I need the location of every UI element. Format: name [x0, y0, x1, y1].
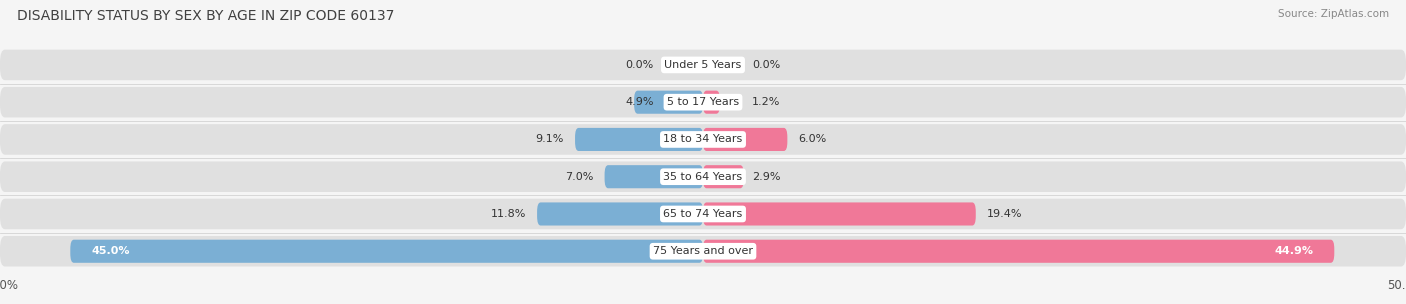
Text: Source: ZipAtlas.com: Source: ZipAtlas.com	[1278, 9, 1389, 19]
Text: 4.9%: 4.9%	[626, 97, 654, 107]
FancyBboxPatch shape	[703, 91, 720, 114]
FancyBboxPatch shape	[0, 50, 1406, 80]
FancyBboxPatch shape	[634, 91, 703, 114]
FancyBboxPatch shape	[0, 87, 1406, 117]
FancyBboxPatch shape	[605, 165, 703, 188]
Text: DISABILITY STATUS BY SEX BY AGE IN ZIP CODE 60137: DISABILITY STATUS BY SEX BY AGE IN ZIP C…	[17, 9, 394, 23]
Text: 7.0%: 7.0%	[565, 172, 593, 182]
Text: 1.2%: 1.2%	[752, 97, 780, 107]
Text: 44.9%: 44.9%	[1274, 246, 1313, 256]
Text: 18 to 34 Years: 18 to 34 Years	[664, 134, 742, 144]
FancyBboxPatch shape	[0, 236, 1406, 267]
FancyBboxPatch shape	[0, 124, 1406, 155]
Text: 2.9%: 2.9%	[752, 172, 780, 182]
Text: 65 to 74 Years: 65 to 74 Years	[664, 209, 742, 219]
Text: 45.0%: 45.0%	[91, 246, 129, 256]
Text: 19.4%: 19.4%	[987, 209, 1022, 219]
Text: 0.0%: 0.0%	[626, 60, 654, 70]
Text: 5 to 17 Years: 5 to 17 Years	[666, 97, 740, 107]
FancyBboxPatch shape	[537, 202, 703, 226]
FancyBboxPatch shape	[703, 202, 976, 226]
FancyBboxPatch shape	[575, 128, 703, 151]
FancyBboxPatch shape	[703, 128, 787, 151]
Text: 35 to 64 Years: 35 to 64 Years	[664, 172, 742, 182]
Text: 11.8%: 11.8%	[491, 209, 526, 219]
Text: Under 5 Years: Under 5 Years	[665, 60, 741, 70]
Text: 75 Years and over: 75 Years and over	[652, 246, 754, 256]
FancyBboxPatch shape	[703, 240, 1334, 263]
Text: 9.1%: 9.1%	[536, 134, 564, 144]
FancyBboxPatch shape	[70, 240, 703, 263]
FancyBboxPatch shape	[0, 199, 1406, 229]
FancyBboxPatch shape	[703, 165, 744, 188]
Text: 0.0%: 0.0%	[752, 60, 780, 70]
FancyBboxPatch shape	[0, 161, 1406, 192]
Text: 6.0%: 6.0%	[799, 134, 827, 144]
